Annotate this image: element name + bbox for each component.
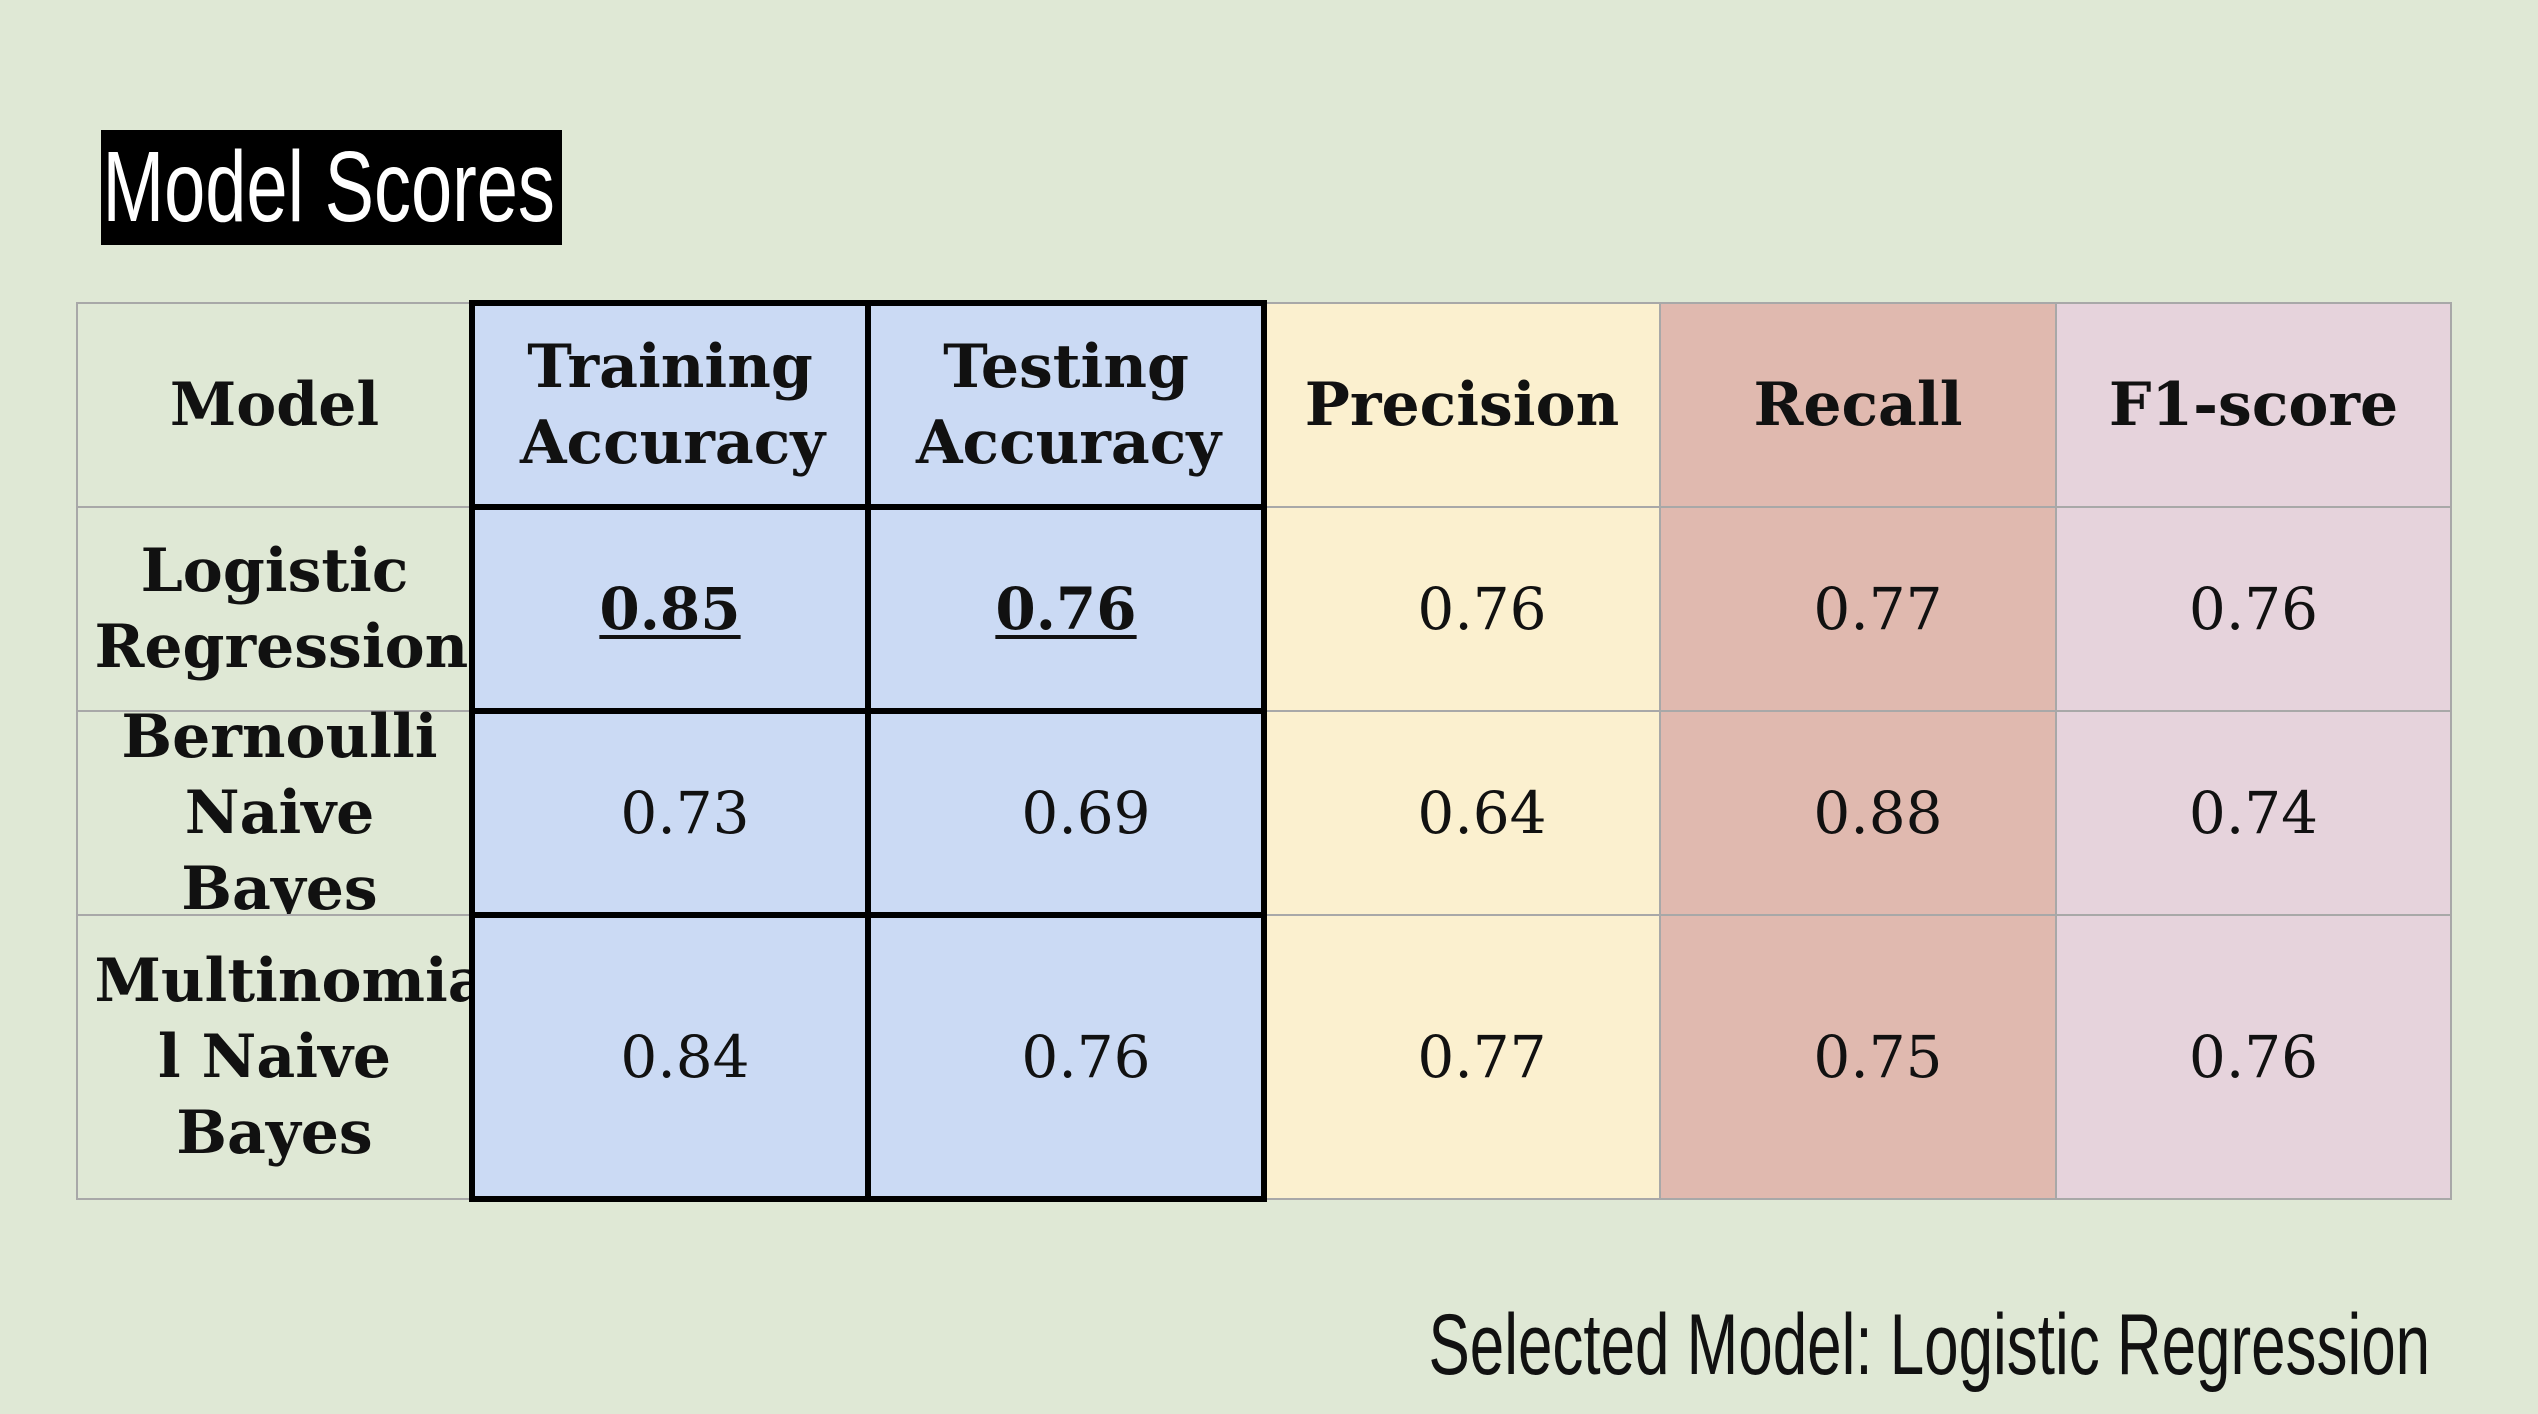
header-recall: Recall <box>1659 302 2057 508</box>
header-testing-accuracy: Testing Accuracy <box>867 302 1265 508</box>
header-precision: Precision <box>1263 302 1661 508</box>
row-bernoulli-naive-bayes-f1-score: 0.74 <box>2055 710 2452 916</box>
row-bernoulli-naive-bayes-testing-accuracy: 0.69 <box>867 710 1265 916</box>
row-logistic-regression-model: Logistic Regression <box>76 506 473 712</box>
row-multinomial-naive-bayes-precision: 0.77 <box>1263 914 1661 1200</box>
accuracy-row-divider-1 <box>469 504 1267 510</box>
header-f1-score: F1-score <box>2055 302 2452 508</box>
row-bernoulli-naive-bayes-recall: 0.88 <box>1659 710 2057 916</box>
row-bernoulli-naive-bayes-training-accuracy: 0.73 <box>471 710 869 916</box>
row-multinomial-naive-bayes-training-accuracy: 0.84 <box>471 914 869 1200</box>
header-training-accuracy: Training Accuracy <box>471 302 869 508</box>
row-bernoulli-naive-bayes-precision: 0.64 <box>1263 710 1661 916</box>
header-model: Model <box>76 302 473 508</box>
row-multinomial-naive-bayes-testing-accuracy: 0.76 <box>867 914 1265 1200</box>
page-title: Model Scores <box>102 131 555 243</box>
row-logistic-regression-precision: 0.76 <box>1263 506 1661 712</box>
accuracy-column-divider <box>865 300 871 1202</box>
row-bernoulli-naive-bayes-model: Bernoulli Naive Bayes <box>76 702 473 924</box>
row-logistic-regression-f1-score: 0.76 <box>2055 506 2452 712</box>
row-logistic-regression-training-accuracy: 0.85 <box>471 506 869 712</box>
row-multinomial-naive-bayes-recall: 0.75 <box>1659 914 2057 1200</box>
row-multinomial-naive-bayes-f1-score: 0.76 <box>2055 914 2452 1200</box>
row-logistic-regression-recall: 0.77 <box>1659 506 2057 712</box>
selected-model-caption: Selected Model: Logistic Regression <box>1428 1297 2430 1393</box>
accuracy-row-divider-3 <box>469 912 1267 918</box>
row-logistic-regression-testing-accuracy: 0.76 <box>867 506 1265 712</box>
accuracy-row-divider-2 <box>469 708 1267 714</box>
row-multinomial-naive-bayes-model: Multinomia l Naive Bayes <box>76 914 487 1200</box>
page-title-background <box>101 130 562 245</box>
